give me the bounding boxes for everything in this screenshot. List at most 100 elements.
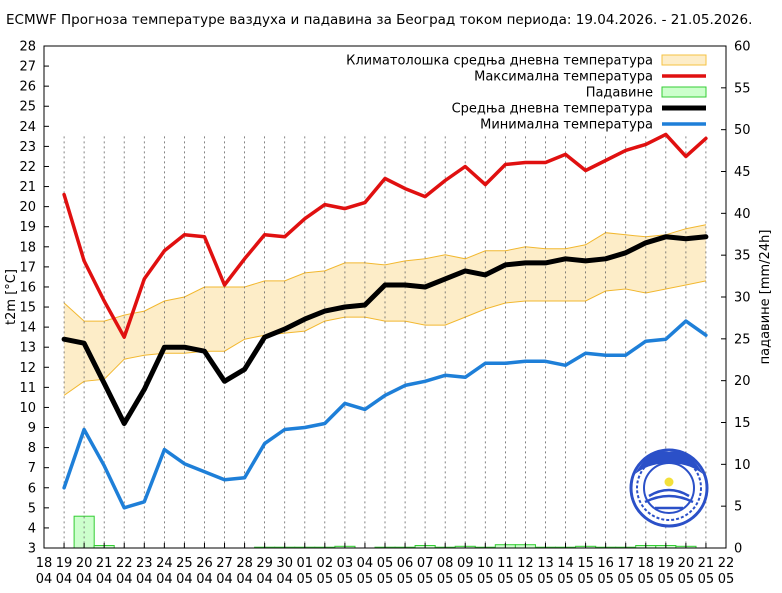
climatology-band-area	[64, 224, 706, 396]
y-tick-label-left: 12	[19, 361, 36, 376]
x-tick-month-label: 04	[236, 572, 253, 587]
x-tick-day-label: 02	[317, 556, 334, 571]
legend-label: Падавине	[586, 86, 653, 101]
y-tick-label-left: 3	[28, 542, 36, 557]
x-tick-day-label: 25	[176, 556, 193, 571]
x-tick-month-label: 05	[517, 572, 534, 587]
x-tick-month-label: 05	[337, 572, 354, 587]
x-tick-day-label: 22	[116, 556, 133, 571]
legend-label: Минимална температура	[480, 118, 653, 133]
x-tick-month-label: 04	[196, 572, 213, 587]
y-tick-label-left: 18	[19, 240, 36, 255]
series-line	[62, 319, 708, 510]
y-tick-label-right: 5	[734, 500, 742, 515]
y-tick-label-left: 19	[19, 220, 36, 235]
x-tick-day-label: 30	[276, 556, 293, 571]
x-tick-day-label: 23	[136, 556, 153, 571]
institution-logo	[629, 448, 709, 528]
x-tick-day-label: 20	[76, 556, 93, 571]
y-tick-label-left: 24	[19, 120, 36, 135]
x-tick-month-label: 05	[477, 572, 494, 587]
x-tick-day-label: 16	[597, 556, 614, 571]
y-tick-label-right: 45	[734, 165, 751, 180]
x-tick-day-label: 19	[658, 556, 675, 571]
x-tick-month-label: 05	[397, 572, 414, 587]
x-tick-day-label: 06	[397, 556, 414, 571]
x-tick-day-label: 03	[337, 556, 354, 571]
x-tick-day-label: 12	[517, 556, 534, 571]
x-tick-month-label: 04	[56, 572, 73, 587]
x-tick-day-label: 15	[577, 556, 594, 571]
x-tick-month-label: 04	[156, 572, 173, 587]
y-tick-label-left: 7	[28, 461, 36, 476]
x-tick-day-label: 24	[156, 556, 173, 571]
x-tick-day-label: 05	[377, 556, 394, 571]
temperature-lines	[61, 132, 709, 510]
y-tick-label-right: 15	[734, 416, 751, 431]
x-tick-day-label: 01	[296, 556, 313, 571]
x-tick-day-label: 29	[256, 556, 273, 571]
y-tick-label-left: 26	[19, 80, 36, 95]
x-tick-month-label: 04	[96, 572, 113, 587]
x-tick-day-label: 13	[537, 556, 554, 571]
climatology-band	[63, 224, 707, 396]
x-tick-day-label: 19	[56, 556, 73, 571]
y-tick-label-left: 11	[19, 381, 36, 396]
legend-label: Средња дневна температура	[452, 102, 653, 117]
y-tick-label-right: 35	[734, 249, 751, 264]
y-tick-label-right: 55	[734, 81, 751, 96]
y-tick-label-left: 13	[19, 341, 36, 356]
x-tick-month-label: 05	[357, 572, 374, 587]
y-tick-label-right: 25	[734, 332, 751, 347]
x-tick-month-label: 05	[557, 572, 574, 587]
series-line	[62, 132, 708, 339]
chart-title: ECMWF Прогноза температуре ваздуха и пад…	[6, 12, 752, 28]
x-tick-day-label: 22	[718, 556, 735, 571]
y-tick-label-left: 14	[19, 321, 36, 336]
y-tick-label-left: 16	[19, 280, 36, 295]
legend-swatch-bar	[661, 86, 707, 98]
x-tick-month-label: 05	[658, 572, 675, 587]
legend: Климатолошка средња дневна температураМа…	[346, 54, 707, 133]
x-tick-day-label: 08	[437, 556, 454, 571]
y-tick-label-left: 21	[19, 180, 36, 195]
x-tick-day-label: 28	[236, 556, 253, 571]
y-tick-label-left: 25	[19, 100, 36, 115]
x-tick-month-label: 05	[698, 572, 715, 587]
y-tick-label-left: 20	[19, 200, 36, 215]
x-tick-month-label: 04	[116, 572, 133, 587]
x-tick-month-label: 05	[597, 572, 614, 587]
x-tick-month-label: 04	[136, 572, 153, 587]
x-tick-month-label: 05	[637, 572, 654, 587]
y-tick-label-right: 20	[734, 374, 751, 389]
climatology-band-lower	[63, 280, 707, 396]
y-tick-label-right: 30	[734, 291, 751, 306]
x-tick-day-label: 21	[698, 556, 715, 571]
x-tick-month-label: 05	[296, 572, 313, 587]
climatology-band-upper	[63, 224, 706, 322]
x-tick-month-label: 05	[437, 572, 454, 587]
x-tick-month-label: 05	[497, 572, 514, 587]
x-tick-day-label: 04	[357, 556, 374, 571]
x-tick-month-label: 05	[317, 572, 334, 587]
y-tick-label-left: 28	[19, 40, 36, 55]
y-tick-label-right: 50	[734, 123, 751, 138]
x-tick-day-label: 20	[678, 556, 695, 571]
x-tick-month-label: 05	[537, 572, 554, 587]
y-tick-label-left: 8	[28, 441, 36, 456]
legend-label: Максимална температура	[474, 70, 653, 85]
x-tick-day-label: 18	[637, 556, 654, 571]
y-tick-label-left: 10	[19, 401, 36, 416]
x-tick-day-label: 11	[497, 556, 514, 571]
x-tick-day-label: 07	[417, 556, 434, 571]
vertical-gridlines	[63, 136, 707, 548]
x-tick-month-label: 04	[216, 572, 233, 587]
y-tick-label-left: 27	[19, 60, 36, 75]
x-tick-month-label: 04	[176, 572, 193, 587]
series-line	[61, 234, 709, 426]
y-tick-label-right: 10	[734, 458, 751, 473]
x-tick-month-label: 05	[617, 572, 634, 587]
x-tick-day-label: 18	[36, 556, 53, 571]
x-tick-month-label: 05	[457, 572, 474, 587]
